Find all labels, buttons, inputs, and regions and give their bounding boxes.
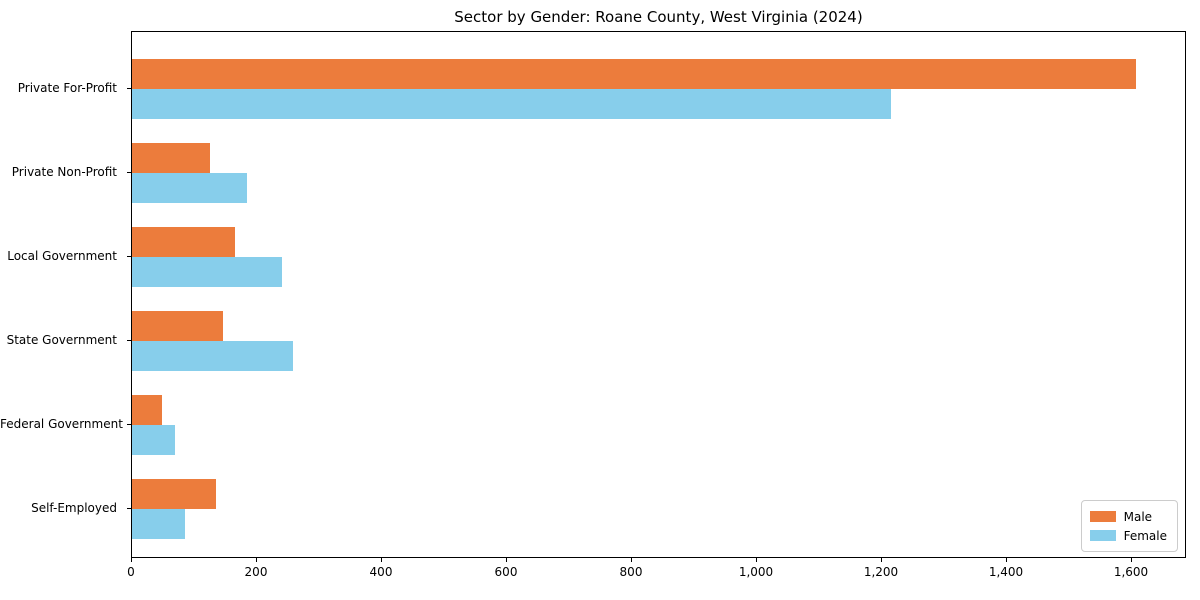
y-tick-label-private-non-profit: Private Non-Profit	[11, 165, 117, 179]
x-tick-mark	[1131, 558, 1132, 562]
x-tick-mark	[256, 558, 257, 562]
x-tick-label-1-200: 1,200	[863, 565, 899, 579]
legend: Male Female	[1080, 500, 1178, 552]
x-tick-mark	[881, 558, 882, 562]
bar-male-self-employed	[132, 479, 217, 509]
bar-female-state-government	[132, 341, 294, 371]
bar-male-private-non-profit	[132, 143, 211, 173]
x-tick-label-1-000: 1,000	[738, 565, 774, 579]
y-tick-mark	[127, 256, 131, 257]
bar-female-private-non-profit	[132, 173, 247, 203]
y-tick-label-local-government: Local Government	[7, 249, 117, 263]
x-tick-label-600: 600	[494, 565, 518, 579]
y-tick-mark	[127, 172, 131, 173]
legend-label-male: Male	[1123, 509, 1153, 524]
x-tick-label-200: 200	[244, 565, 268, 579]
bar-male-federal-government	[132, 395, 162, 425]
y-tick-mark	[127, 424, 131, 425]
y-tick-label-federal-government: Federal Government	[0, 417, 123, 431]
bar-male-private-for-profit	[132, 59, 1136, 89]
y-tick-mark	[127, 508, 131, 509]
x-tick-label-1-600: 1,600	[1113, 565, 1149, 579]
legend-item-female: Female	[1089, 526, 1167, 545]
x-tick-mark	[381, 558, 382, 562]
y-tick-mark	[127, 88, 131, 89]
x-tick-label-1-400: 1,400	[988, 565, 1024, 579]
bar-female-federal-government	[132, 425, 175, 455]
x-tick-mark	[131, 558, 132, 562]
plot-area: Male Female	[131, 31, 1186, 558]
x-tick-mark	[506, 558, 507, 562]
bar-female-private-for-profit	[132, 89, 892, 119]
bar-female-self-employed	[132, 509, 186, 539]
x-tick-label-800: 800	[619, 565, 643, 579]
bar-male-state-government	[132, 311, 224, 341]
y-tick-label-self-employed: Self-Employed	[31, 501, 117, 515]
x-tick-mark	[1006, 558, 1007, 562]
x-tick-label-0: 0	[127, 565, 135, 579]
bar-male-local-government	[132, 227, 236, 257]
y-tick-label-private-for-profit: Private For-Profit	[17, 81, 117, 95]
female-color-swatch	[1089, 530, 1116, 541]
x-tick-label-400: 400	[369, 565, 393, 579]
bar-female-local-government	[132, 257, 282, 287]
chart-title: Sector by Gender: Roane County, West Vir…	[454, 8, 863, 26]
legend-item-male: Male	[1089, 507, 1167, 526]
male-color-swatch	[1089, 511, 1116, 522]
x-tick-mark	[756, 558, 757, 562]
y-tick-mark	[127, 340, 131, 341]
x-tick-mark	[631, 558, 632, 562]
y-tick-label-state-government: State Government	[6, 333, 117, 347]
legend-label-female: Female	[1123, 528, 1167, 543]
